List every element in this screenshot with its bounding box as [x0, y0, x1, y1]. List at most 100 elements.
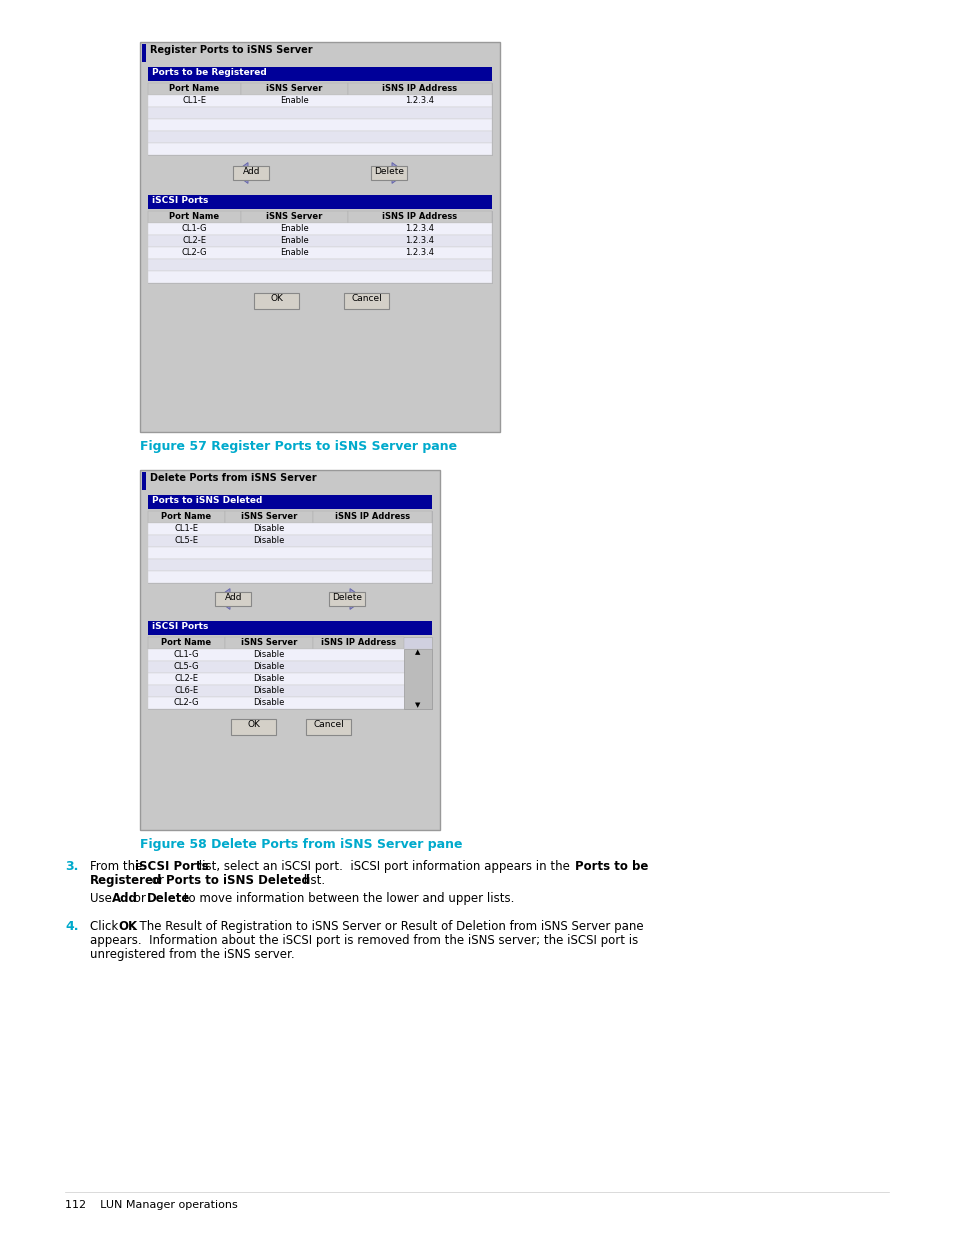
Text: 1.2.3.4: 1.2.3.4	[405, 96, 434, 105]
Text: iSCSI Ports: iSCSI Ports	[152, 622, 208, 631]
Text: CL2-G: CL2-G	[181, 248, 207, 257]
Text: Port Name: Port Name	[170, 212, 219, 221]
Text: Enable: Enable	[279, 236, 308, 245]
Bar	[148, 83, 492, 156]
Text: Click: Click	[90, 920, 122, 932]
Text: Add: Add	[242, 167, 259, 177]
Bar	[148, 685, 432, 697]
Text: Figure 58 Delete Ports from iSNS Server pane: Figure 58 Delete Ports from iSNS Server …	[140, 839, 462, 851]
Text: Port Name: Port Name	[161, 638, 212, 647]
Text: iSNS IP Address: iSNS IP Address	[335, 513, 410, 521]
Text: iSCSI Ports: iSCSI Ports	[152, 196, 208, 205]
Bar	[148, 270, 492, 283]
Bar	[148, 571, 432, 583]
Text: iSNS Server: iSNS Server	[266, 212, 322, 221]
Polygon shape	[336, 589, 364, 609]
Text: Disable: Disable	[253, 650, 284, 659]
Text: iSNS IP Address: iSNS IP Address	[382, 84, 456, 93]
Bar	[148, 211, 492, 283]
Text: 112    LUN Manager operations: 112 LUN Manager operations	[65, 1200, 237, 1210]
Text: Registered: Registered	[90, 874, 162, 887]
Bar	[140, 42, 499, 432]
Bar	[140, 471, 439, 830]
Text: Disable: Disable	[253, 698, 284, 706]
Text: Ports to be Registered: Ports to be Registered	[152, 68, 267, 77]
Text: Port Name: Port Name	[161, 513, 212, 521]
Text: iSNS Server: iSNS Server	[240, 513, 296, 521]
Polygon shape	[215, 589, 243, 609]
Bar	[148, 637, 225, 650]
Text: Ports to be: Ports to be	[575, 860, 648, 873]
Text: unregistered from the iSNS server.: unregistered from the iSNS server.	[90, 948, 294, 961]
Text: ▲: ▲	[415, 650, 420, 655]
Bar	[344, 293, 389, 309]
Bar	[232, 719, 276, 735]
Bar	[142, 44, 146, 62]
Text: OK: OK	[247, 720, 260, 729]
Text: CL6-E: CL6-E	[174, 685, 198, 695]
Text: CL5-E: CL5-E	[174, 536, 198, 545]
Bar	[148, 259, 492, 270]
Text: From the: From the	[90, 860, 146, 873]
Bar	[148, 67, 492, 82]
Bar	[240, 83, 347, 95]
Bar	[148, 511, 225, 522]
Text: iSNS Server: iSNS Server	[240, 638, 296, 647]
Text: 1.2.3.4: 1.2.3.4	[405, 236, 434, 245]
Text: Ports to iSNS Deleted: Ports to iSNS Deleted	[166, 874, 310, 887]
Bar	[142, 472, 146, 490]
Bar	[148, 673, 432, 685]
Bar	[148, 650, 432, 661]
Text: Port Name: Port Name	[170, 84, 219, 93]
Bar	[148, 547, 432, 559]
Bar	[148, 235, 492, 247]
Text: Delete: Delete	[147, 892, 191, 905]
Bar	[148, 143, 492, 156]
Text: or: or	[148, 874, 168, 887]
Text: . The Result of Registration to iSNS Server or Result of Deletion from iSNS Serv: . The Result of Registration to iSNS Ser…	[132, 920, 643, 932]
Text: appears.  Information about the iSCSI port is removed from the iSNS server; the : appears. Information about the iSCSI por…	[90, 934, 638, 947]
Text: CL1-E: CL1-E	[182, 96, 206, 105]
Text: 1.2.3.4: 1.2.3.4	[405, 224, 434, 233]
Text: iSCSI Ports: iSCSI Ports	[135, 860, 209, 873]
Bar	[148, 107, 492, 119]
Bar	[329, 592, 364, 606]
Text: Ports to iSNS Deleted: Ports to iSNS Deleted	[152, 496, 262, 505]
Bar	[148, 195, 492, 209]
Polygon shape	[378, 163, 406, 184]
Text: list.: list.	[299, 874, 325, 887]
Bar	[347, 83, 492, 95]
Text: CL5-G: CL5-G	[173, 662, 199, 671]
Bar	[148, 559, 432, 571]
Text: Cancel: Cancel	[314, 720, 344, 729]
Text: Delete: Delete	[374, 167, 403, 177]
Bar	[148, 511, 432, 583]
Text: Register Ports to iSNS Server: Register Ports to iSNS Server	[150, 44, 313, 56]
Bar	[148, 661, 432, 673]
Text: Disable: Disable	[253, 685, 284, 695]
Bar	[148, 119, 492, 131]
Text: 3.: 3.	[65, 860, 78, 873]
Text: Enable: Enable	[279, 96, 308, 105]
Text: CL1-G: CL1-G	[181, 224, 207, 233]
Bar	[233, 165, 269, 180]
Text: Use: Use	[90, 892, 115, 905]
Text: ▼: ▼	[415, 701, 420, 708]
Text: CL2-E: CL2-E	[174, 674, 198, 683]
Text: Disable: Disable	[253, 536, 284, 545]
Text: 4.: 4.	[65, 920, 78, 932]
Text: OK: OK	[270, 294, 283, 303]
Text: Disable: Disable	[253, 662, 284, 671]
Text: 1.2.3.4: 1.2.3.4	[405, 248, 434, 257]
Bar	[225, 511, 313, 522]
Text: Disable: Disable	[253, 524, 284, 534]
Polygon shape	[233, 163, 260, 184]
Text: Figure 57 Register Ports to iSNS Server pane: Figure 57 Register Ports to iSNS Server …	[140, 440, 456, 453]
Bar	[254, 293, 299, 309]
Bar	[306, 719, 351, 735]
Bar	[215, 592, 251, 606]
Text: Delete: Delete	[332, 593, 361, 601]
Text: OK: OK	[118, 920, 137, 932]
Text: or: or	[130, 892, 150, 905]
Text: Delete Ports from iSNS Server: Delete Ports from iSNS Server	[150, 473, 316, 483]
